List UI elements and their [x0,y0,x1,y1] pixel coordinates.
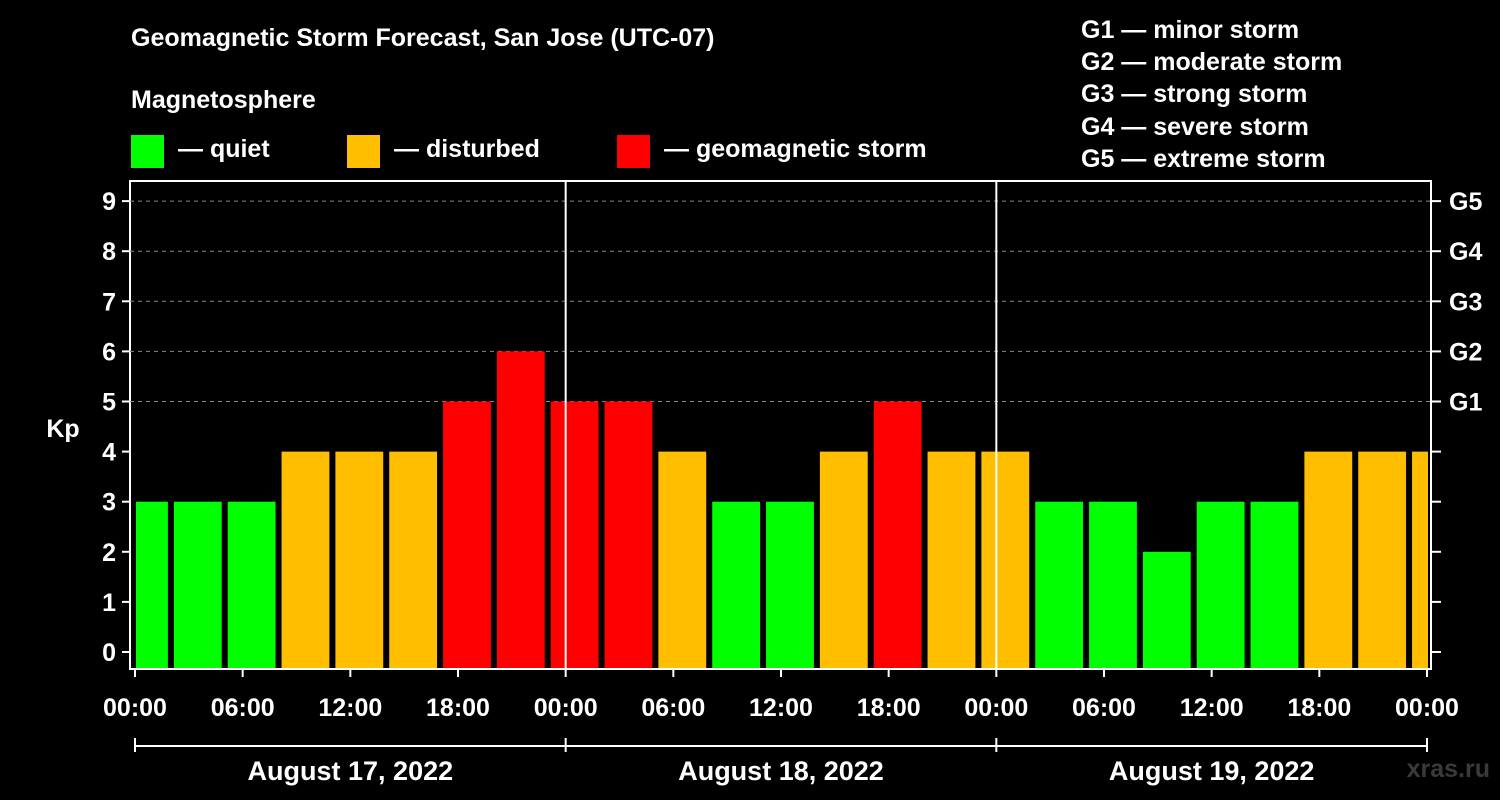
kp-bar [1412,451,1428,668]
kp-bar [1089,501,1137,668]
legend-label-disturbed: — disturbed [394,135,540,163]
x-tick-label: 18:00 [1287,694,1351,722]
y-tick-label: 1 [102,589,116,617]
x-tick-label: 12:00 [318,694,382,722]
storm-level-label: G3 [1449,288,1482,316]
y-axis-label: Kp [46,415,79,443]
kp-bar [819,451,868,668]
x-tick-label: 12:00 [1180,694,1244,722]
kp-bar [496,351,545,668]
y-tick-label: 3 [102,489,116,517]
kp-bar [981,451,1030,668]
kp-bar [136,501,168,668]
legend-swatch-storm [617,135,650,168]
legend-label-storm: — geomagnetic storm [664,135,927,163]
kp-bar [766,501,814,668]
kp-bar [1250,501,1299,668]
kp-bar [927,451,976,668]
legend-label-quiet: — quiet [178,135,270,163]
kp-bar [1196,501,1245,668]
legend-swatch-disturbed [347,135,380,168]
storm-scale-list: G1 — minor storm G2 — moderate storm G3 … [1081,14,1342,175]
x-tick-label: 18:00 [426,694,490,722]
kp-bar [335,451,384,668]
day-label: August 19, 2022 [1109,756,1315,786]
kp-bar [389,451,438,668]
x-tick-label: 12:00 [749,694,813,722]
kp-bar [550,401,599,668]
kp-bar [1035,501,1084,668]
x-tick-label: 18:00 [857,694,921,722]
y-tick-label: 9 [102,188,116,216]
kp-bar [658,451,707,668]
kp-bar [443,401,491,668]
y-tick-label: 0 [102,639,116,667]
kp-bar [1142,551,1191,668]
kp-bar [604,401,653,668]
storm-scale-g5: G5 — extreme storm [1081,144,1326,173]
kp-bar [227,501,276,668]
y-tick-label: 7 [102,288,116,316]
storm-level-label: G5 [1449,188,1482,216]
kp-bar [712,501,761,668]
kp-bar [1358,451,1407,668]
x-tick-label: 00:00 [534,694,598,722]
y-tick-label: 2 [102,539,116,567]
legend-swatch-quiet [131,135,164,168]
kp-bar [873,401,922,668]
x-tick-label: 06:00 [641,694,705,722]
storm-scale-g2: G2 — moderate storm [1081,48,1343,77]
storm-scale-g4: G4 — severe storm [1081,112,1309,141]
storm-level-label: G4 [1449,238,1482,266]
x-tick-label: 06:00 [211,694,275,722]
storm-scale-g3: G3 — strong storm [1081,80,1308,109]
kp-bar [173,501,222,668]
storm-scale-g1: G1 — minor storm [1081,16,1300,44]
y-tick-label: 6 [102,338,116,366]
y-tick-label: 5 [102,389,116,417]
day-label: August 17, 2022 [248,756,454,786]
storm-level-label: G2 [1449,338,1482,366]
day-label: August 18, 2022 [678,756,884,786]
chart-title: Geomagnetic Storm Forecast, San Jose (UT… [131,24,715,52]
x-tick-label: 00:00 [964,694,1028,722]
kp-bar [281,451,330,668]
kp-bar [1304,451,1353,668]
x-tick-label: 06:00 [1072,694,1136,722]
watermark: xras.ru [1406,755,1490,783]
storm-level-label: G1 [1449,389,1482,417]
y-tick-label: 8 [102,238,116,266]
chart-subtitle: Magnetosphere [131,86,316,114]
y-tick-label: 4 [102,439,116,467]
x-tick-label: 00:00 [103,694,167,722]
x-tick-label: 00:00 [1395,694,1459,722]
